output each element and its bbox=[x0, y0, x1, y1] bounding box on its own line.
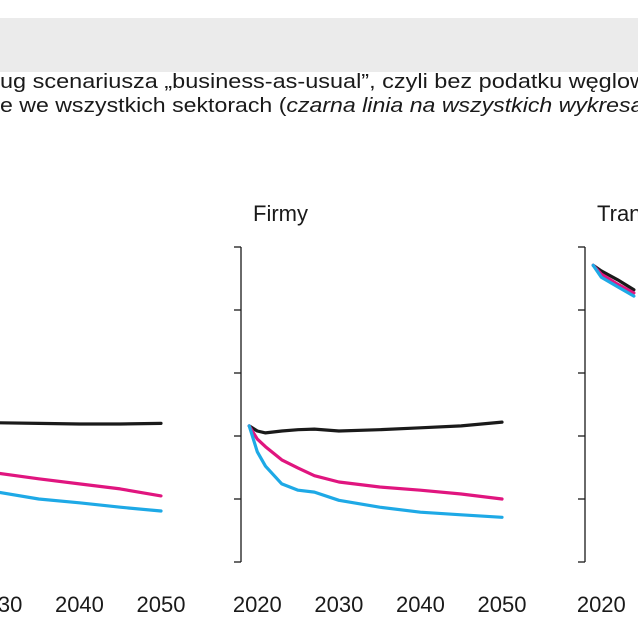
x-tick-label: 2030 bbox=[314, 592, 363, 617]
series-line bbox=[0, 421, 163, 426]
series-line bbox=[247, 424, 504, 519]
series-line bbox=[591, 263, 636, 298]
x-tick-label: 2020 bbox=[577, 592, 626, 617]
intro-text-italic: czarna linia na wszystkich wykresac bbox=[286, 95, 638, 117]
x-tick-label: 2030 bbox=[0, 592, 22, 617]
panel-title: Trans bbox=[597, 201, 638, 226]
intro-text: e we wszystkich sektorach ( bbox=[0, 95, 287, 117]
series-line bbox=[247, 420, 504, 435]
x-tick-label: 2040 bbox=[55, 592, 104, 617]
series-line bbox=[247, 424, 504, 501]
x-tick-label: 2020 bbox=[233, 592, 282, 617]
series-line bbox=[0, 471, 163, 498]
series-line bbox=[0, 490, 163, 513]
x-tick-label: 2040 bbox=[396, 592, 445, 617]
header-bar bbox=[0, 18, 638, 72]
intro-line: e we wszystkich sektorach (czarna linia … bbox=[0, 95, 638, 117]
x-tick-label: 2050 bbox=[137, 592, 186, 617]
panel-title: Firmy bbox=[253, 201, 308, 226]
intro-line: ug scenariusza „business-as-usual”, czyl… bbox=[0, 71, 638, 93]
x-tick-label: 2050 bbox=[478, 592, 527, 617]
